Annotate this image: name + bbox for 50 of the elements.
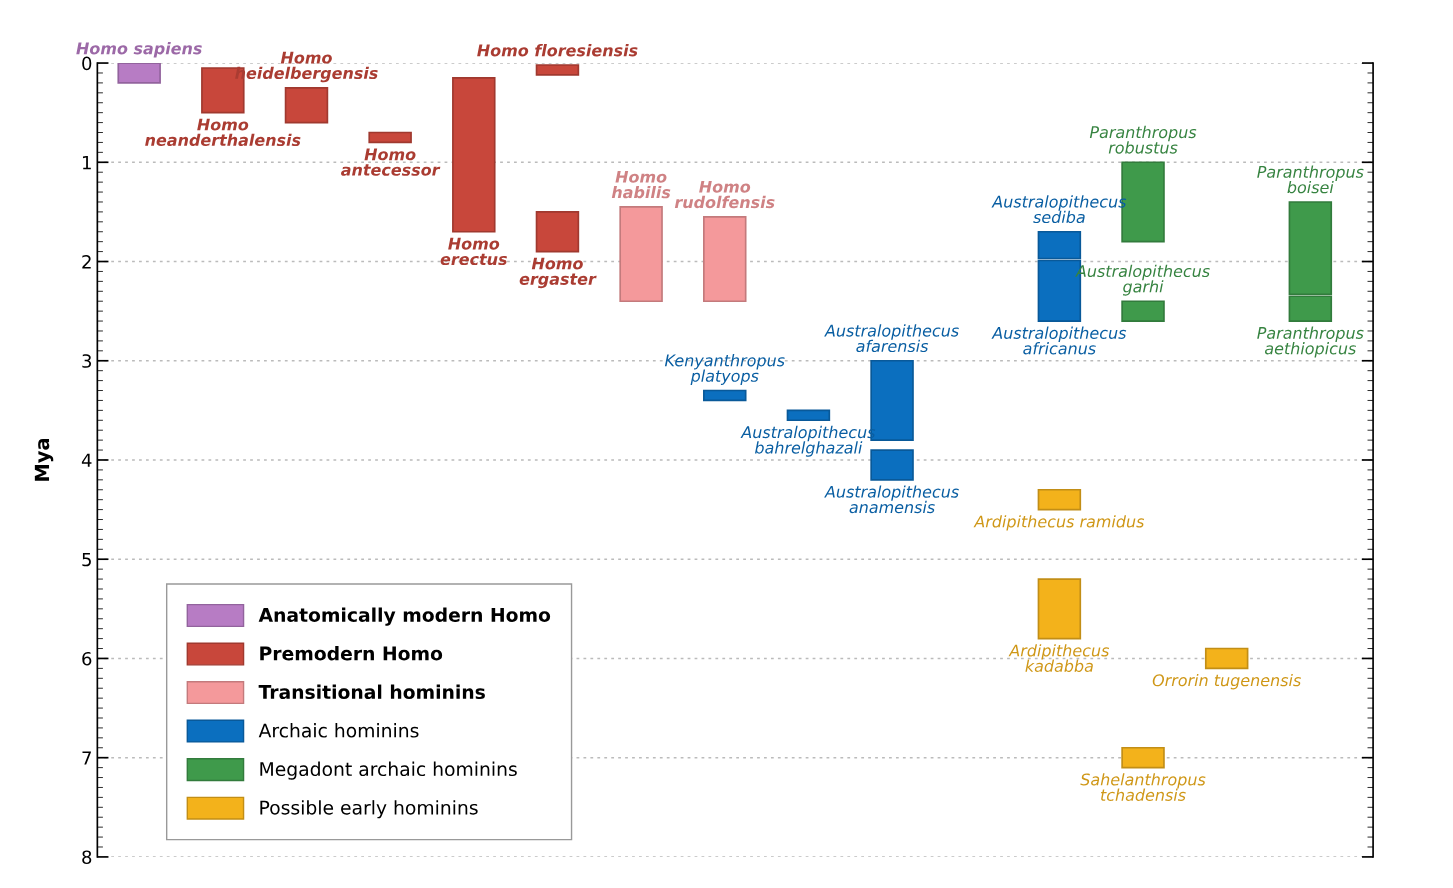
bar	[703, 389, 747, 402]
bar	[1121, 300, 1165, 322]
y-tick-label: 1	[82, 155, 91, 170]
y-tick-label: 8	[82, 850, 92, 865]
legend-label: Transitional hominins	[258, 684, 485, 700]
bar	[703, 216, 747, 303]
data-label: Homo ergaster	[519, 257, 597, 289]
bar	[535, 64, 580, 76]
data-label: Homo habilis	[611, 170, 671, 199]
y-tick-label: 3	[82, 354, 92, 368]
data-label: Australopithecus afarensis	[824, 324, 959, 353]
bar	[535, 211, 580, 253]
bar	[368, 131, 412, 144]
bar	[786, 409, 831, 422]
bar	[1037, 578, 1082, 640]
bar	[452, 77, 496, 233]
data-label: Homo antecessor	[341, 148, 441, 176]
data-label: Homo erectus	[440, 237, 507, 266]
legend-label: Archaic hominins	[258, 723, 419, 738]
bar	[284, 87, 329, 124]
y-tick-label: 5	[82, 552, 91, 567]
bar	[1037, 488, 1082, 511]
data-label: Paranthropus boisei	[1257, 165, 1364, 194]
data-label: Homo floresiensis	[477, 44, 638, 57]
data-label: Paranthropus robustus	[1089, 125, 1197, 154]
data-label: Homo rudolfensis	[674, 180, 775, 209]
y-axis-title: Mya	[34, 438, 54, 481]
bar	[1121, 746, 1165, 769]
data-label: Homo neanderthalensis	[145, 118, 301, 147]
data-label: Australopithecus africanus	[991, 326, 1127, 355]
bar	[619, 206, 663, 303]
data-label: Australopithecus anamensis	[824, 485, 959, 514]
y-tick-label: 6	[82, 651, 92, 666]
y-tick-label: 2	[82, 254, 91, 269]
legend-label: Possible early hominins	[260, 800, 478, 819]
bar	[117, 63, 161, 84]
legend-label: Anatomically modern Homo	[258, 607, 551, 626]
data-label: Ardipithecus kadabba	[1008, 644, 1110, 672]
data-label: Sahelanthropus tchadensis	[1080, 773, 1206, 801]
bar	[870, 449, 914, 481]
y-tick-label: 7	[82, 751, 91, 765]
legend-label: Megadont archaic hominins	[260, 761, 517, 780]
data-label: Kenyanthropus platyops	[664, 354, 785, 385]
data-label: Ardipithecus ramidus	[973, 515, 1145, 531]
bar	[1204, 647, 1249, 670]
legend-label: Premodern Homo	[260, 646, 443, 661]
data-label: Orrorin tugenensis	[1152, 673, 1301, 690]
y-tick-label: 0	[82, 56, 92, 71]
y-tick-label: 4	[81, 453, 92, 467]
data-label: Paranthropus aethiopicus	[1257, 326, 1364, 358]
